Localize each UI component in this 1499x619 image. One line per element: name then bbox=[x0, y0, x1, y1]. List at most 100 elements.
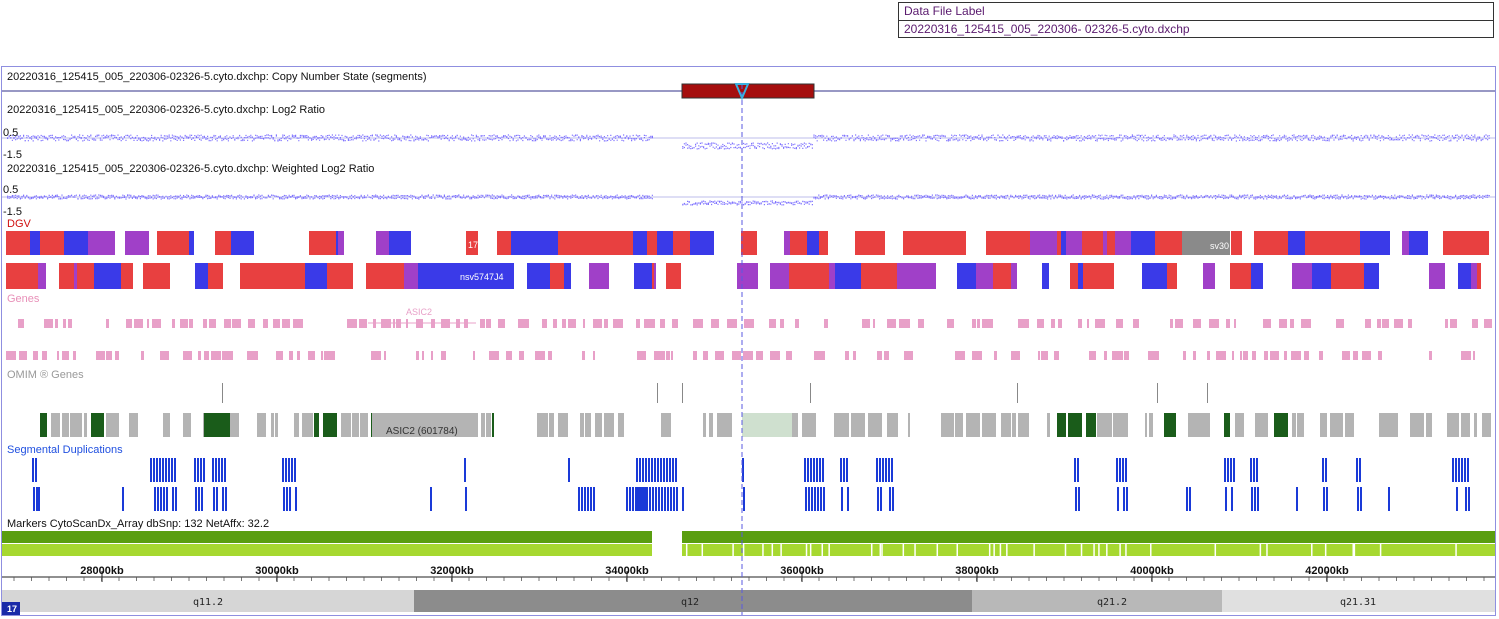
gene-feature[interactable] bbox=[115, 351, 119, 360]
segdup-feature[interactable] bbox=[657, 458, 659, 482]
omim-feature[interactable] bbox=[802, 413, 816, 437]
gene-feature[interactable] bbox=[1240, 351, 1242, 360]
gene-feature[interactable] bbox=[1209, 319, 1219, 328]
dgv-feature[interactable] bbox=[878, 231, 885, 255]
omim-feature[interactable] bbox=[982, 413, 996, 437]
gene-feature[interactable] bbox=[160, 351, 169, 360]
gene-feature[interactable] bbox=[743, 351, 753, 360]
dgv-feature[interactable] bbox=[59, 263, 74, 289]
segdup-feature[interactable] bbox=[639, 458, 641, 482]
segdup-feature[interactable] bbox=[669, 458, 671, 482]
dgv-feature[interactable] bbox=[690, 231, 714, 255]
dgv-feature[interactable] bbox=[1292, 263, 1312, 289]
omim-feature[interactable] bbox=[1113, 413, 1128, 437]
gene-feature[interactable] bbox=[947, 319, 954, 328]
omim-feature[interactable] bbox=[1274, 413, 1288, 437]
gene-feature[interactable] bbox=[489, 351, 499, 360]
dgv-feature[interactable] bbox=[955, 231, 966, 255]
omim-feature[interactable] bbox=[62, 413, 69, 437]
dgv-feature[interactable] bbox=[930, 231, 942, 255]
dgv-feature[interactable] bbox=[384, 263, 392, 289]
segdup-feature[interactable] bbox=[198, 487, 200, 511]
omim-feature[interactable] bbox=[91, 413, 104, 437]
omim-feature[interactable] bbox=[717, 413, 732, 437]
dgv-feature[interactable] bbox=[608, 231, 616, 255]
dgv-feature[interactable] bbox=[23, 263, 38, 289]
gene-feature[interactable] bbox=[542, 319, 547, 328]
gene-feature[interactable] bbox=[1037, 319, 1044, 328]
omim-feature[interactable] bbox=[360, 413, 368, 437]
omim-feature-asic2[interactable] bbox=[372, 413, 476, 437]
gene-feature[interactable] bbox=[693, 351, 697, 360]
gene-feature[interactable] bbox=[1336, 319, 1344, 328]
dgv-feature[interactable] bbox=[392, 263, 404, 289]
dgv-feature[interactable] bbox=[1167, 263, 1177, 289]
dgv-feature[interactable] bbox=[215, 231, 231, 255]
segdup-feature[interactable] bbox=[171, 458, 173, 482]
gene-feature[interactable] bbox=[795, 319, 799, 328]
segdup-feature[interactable] bbox=[216, 487, 218, 511]
segdup-feature[interactable] bbox=[200, 458, 202, 482]
omim-tick[interactable] bbox=[657, 383, 658, 403]
omim-feature[interactable] bbox=[1330, 413, 1343, 437]
dgv-feature[interactable] bbox=[835, 263, 839, 289]
dgv-feature[interactable] bbox=[992, 231, 1018, 255]
gene-feature[interactable] bbox=[972, 319, 976, 328]
segdup-feature[interactable] bbox=[213, 487, 215, 511]
gene-feature[interactable] bbox=[431, 351, 433, 360]
omim-feature[interactable] bbox=[1235, 413, 1244, 437]
omim-feature[interactable] bbox=[887, 413, 898, 437]
gene-feature[interactable] bbox=[1243, 351, 1248, 360]
omim-feature[interactable] bbox=[294, 413, 299, 437]
gene-feature[interactable] bbox=[873, 319, 875, 328]
gene-feature[interactable] bbox=[222, 351, 233, 360]
gene-feature[interactable] bbox=[44, 319, 53, 328]
dgv-feature[interactable] bbox=[634, 263, 652, 289]
dgv-feature[interactable] bbox=[189, 231, 194, 255]
omim-feature[interactable] bbox=[271, 413, 274, 437]
gene-feature[interactable] bbox=[384, 351, 386, 360]
segdup-feature[interactable] bbox=[1461, 458, 1463, 482]
segdup-feature[interactable] bbox=[1230, 458, 1232, 482]
dgv-feature[interactable] bbox=[819, 231, 824, 255]
segdup-feature[interactable] bbox=[682, 487, 684, 511]
segdup-feature[interactable] bbox=[174, 458, 176, 482]
segdup-feature[interactable] bbox=[636, 458, 638, 482]
omim-feature[interactable] bbox=[323, 413, 337, 437]
segdup-feature[interactable] bbox=[1186, 487, 1188, 511]
segdup-feature[interactable] bbox=[160, 487, 162, 511]
omim-feature[interactable] bbox=[966, 413, 980, 437]
dgv-feature[interactable] bbox=[1429, 263, 1445, 289]
ideogram-band[interactable] bbox=[972, 590, 1222, 612]
dgv-feature[interactable] bbox=[294, 263, 296, 289]
genome-browser-viewer[interactable]: 20220316_125415_005_220306-02326-5.cyto.… bbox=[1, 66, 1496, 616]
dgv-feature[interactable] bbox=[1082, 231, 1103, 255]
segdup-feature[interactable] bbox=[840, 458, 842, 482]
omim-feature[interactable] bbox=[1320, 413, 1327, 437]
gene-feature[interactable] bbox=[887, 319, 896, 328]
dgv-feature[interactable] bbox=[336, 231, 338, 255]
ideogram-band[interactable] bbox=[414, 590, 972, 612]
omim-feature[interactable] bbox=[1018, 413, 1029, 437]
dgv-feature[interactable] bbox=[1459, 231, 1472, 255]
dgv-feature[interactable] bbox=[1115, 231, 1131, 255]
segdup-feature[interactable] bbox=[1251, 487, 1253, 511]
dgv-feature[interactable] bbox=[564, 263, 571, 289]
gene-feature[interactable] bbox=[703, 351, 708, 360]
gene-feature[interactable] bbox=[42, 351, 47, 360]
dgv-feature[interactable] bbox=[64, 231, 88, 255]
gene-feature[interactable] bbox=[1041, 351, 1048, 360]
segdup-feature[interactable] bbox=[663, 458, 665, 482]
segdup-feature[interactable] bbox=[808, 487, 810, 511]
gene-feature[interactable] bbox=[654, 351, 665, 360]
segdup-feature[interactable] bbox=[1189, 487, 1191, 511]
dgv-feature[interactable] bbox=[770, 263, 789, 289]
gene-feature[interactable] bbox=[1054, 351, 1059, 360]
omim-feature[interactable] bbox=[40, 413, 47, 437]
gene-feature[interactable] bbox=[1104, 351, 1107, 360]
dgv-feature[interactable] bbox=[957, 263, 976, 289]
omim-feature[interactable] bbox=[542, 413, 548, 437]
segdup-feature[interactable] bbox=[646, 487, 648, 511]
dgv-feature[interactable] bbox=[111, 231, 115, 255]
gene-feature[interactable] bbox=[1148, 351, 1159, 360]
